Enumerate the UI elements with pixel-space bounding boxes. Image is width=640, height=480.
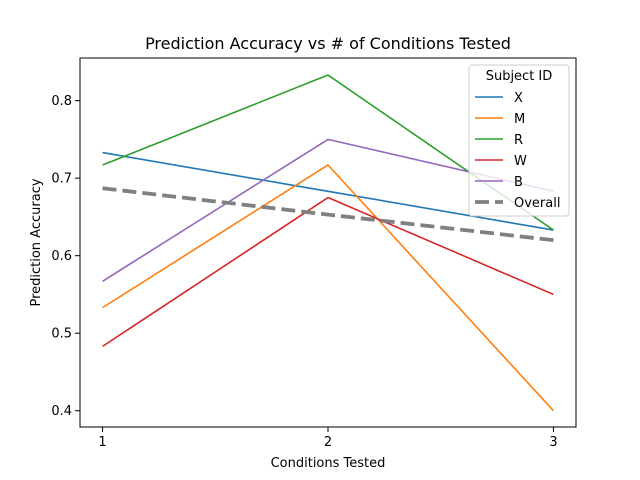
legend-label-overall: Overall xyxy=(514,196,560,211)
x-tick-label: 1 xyxy=(98,435,106,450)
legend-box xyxy=(468,64,570,217)
legend-label-x: X xyxy=(514,91,523,106)
x-axis: 1 2 3 xyxy=(98,427,558,450)
chart-title: Prediction Accuracy vs # of Conditions T… xyxy=(145,34,511,53)
series-line-m xyxy=(102,164,555,412)
legend-label-m: M xyxy=(514,112,525,127)
legend-title: Subject ID xyxy=(486,69,553,84)
y-tick-label: 0.4 xyxy=(51,404,72,419)
y-tick-label: 0.5 xyxy=(51,327,72,342)
y-tick-label: 0.8 xyxy=(51,94,72,109)
legend-label-w: W xyxy=(514,154,527,169)
plot-series-group xyxy=(102,74,555,412)
y-tick-label: 0.7 xyxy=(51,172,72,187)
y-axis-label: Prediction Accuracy xyxy=(29,178,44,306)
y-tick-label: 0.6 xyxy=(51,249,72,264)
x-axis-label: Conditions Tested xyxy=(271,456,386,471)
legend-label-r: R xyxy=(514,133,523,148)
x-tick-label: 2 xyxy=(324,435,332,450)
y-axis: 0.4 0.5 0.6 0.7 0.8 xyxy=(51,94,80,419)
series-line-overall xyxy=(102,186,554,243)
series-line-w xyxy=(102,196,554,348)
x-tick-label: 3 xyxy=(549,435,557,450)
legend-label-b: B xyxy=(514,175,523,190)
series-line-x xyxy=(102,151,554,231)
